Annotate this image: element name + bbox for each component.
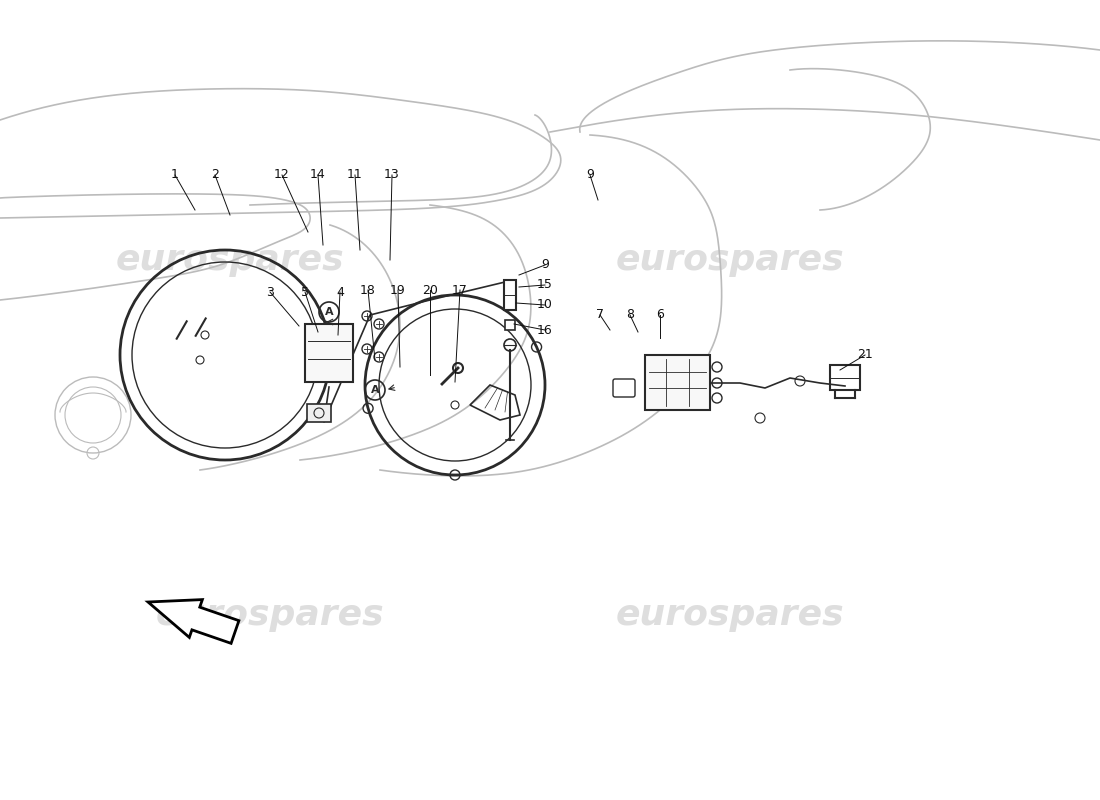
Text: 11: 11	[348, 169, 363, 182]
Text: 20: 20	[422, 283, 438, 297]
Text: 5: 5	[301, 286, 309, 298]
Text: 9: 9	[586, 169, 594, 182]
Text: 17: 17	[452, 283, 468, 297]
Text: 7: 7	[596, 309, 604, 322]
Text: eurospares: eurospares	[616, 243, 845, 277]
FancyBboxPatch shape	[504, 280, 516, 310]
FancyBboxPatch shape	[505, 320, 515, 330]
Text: eurospares: eurospares	[156, 598, 384, 632]
Text: 4: 4	[337, 286, 344, 298]
Text: A: A	[324, 307, 333, 317]
FancyBboxPatch shape	[305, 324, 353, 382]
Text: 15: 15	[537, 278, 553, 291]
Text: 12: 12	[274, 169, 290, 182]
Text: 6: 6	[656, 309, 664, 322]
Text: 9: 9	[541, 258, 549, 271]
Text: 18: 18	[360, 283, 376, 297]
Text: eurospares: eurospares	[116, 243, 344, 277]
Text: 8: 8	[626, 309, 634, 322]
Text: 10: 10	[537, 298, 553, 311]
Text: 13: 13	[384, 169, 400, 182]
Text: 1: 1	[172, 169, 179, 182]
FancyBboxPatch shape	[307, 404, 331, 422]
Text: eurospares: eurospares	[616, 598, 845, 632]
Text: 2: 2	[211, 169, 219, 182]
Polygon shape	[148, 599, 239, 643]
Text: A: A	[371, 385, 380, 395]
Text: 19: 19	[390, 283, 406, 297]
Text: 21: 21	[857, 349, 873, 362]
FancyBboxPatch shape	[645, 355, 710, 410]
Text: 14: 14	[310, 169, 326, 182]
Text: 3: 3	[266, 286, 274, 298]
Text: 16: 16	[537, 323, 553, 337]
